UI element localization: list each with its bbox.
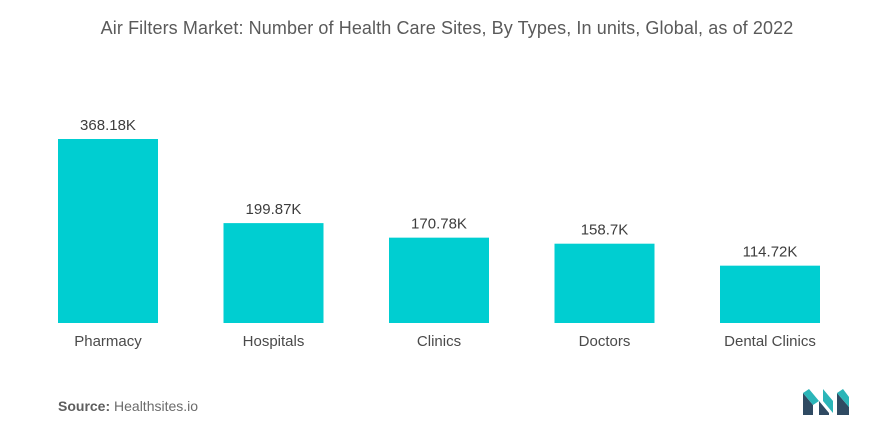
data-label: 199.87K — [246, 201, 302, 218]
x-tick-label: Clinics — [417, 333, 461, 350]
bar-chart: 368.18K Pharmacy 199.87K Hospitals 170.78K Cl… — [58, 117, 820, 350]
x-tick-label: Hospitals — [243, 333, 305, 350]
bar-dental-clinics — [720, 265, 820, 323]
data-label: 170.78K — [411, 216, 467, 233]
bar-clinics — [389, 237, 489, 323]
source-text: Healthsites.io — [114, 398, 199, 414]
bar-pharmacy — [58, 139, 158, 323]
data-label: 158.7K — [581, 222, 629, 239]
data-label: 114.72K — [743, 244, 798, 261]
bar-doctors — [554, 243, 655, 323]
chart-title: Air Filters Market: Number of Health Car… — [100, 18, 794, 38]
source-note: Source: Healthsites.io — [58, 398, 198, 414]
x-tick-label: Pharmacy — [74, 333, 142, 350]
x-tick-label: Dental Clinics — [724, 333, 816, 350]
x-tick-label: Doctors — [579, 333, 631, 350]
source-label: Source: — [58, 398, 111, 414]
mordor-intelligence-logo-icon — [803, 389, 849, 415]
data-label: 368.18K — [80, 117, 136, 134]
bar-hospitals — [223, 223, 324, 323]
